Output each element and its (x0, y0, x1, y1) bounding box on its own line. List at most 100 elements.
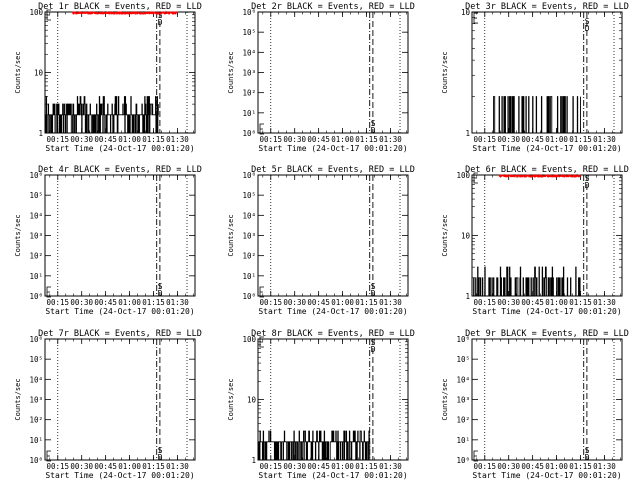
x-tick-label: 00:15 (259, 135, 282, 144)
x-tick-label: 00:30 (70, 298, 93, 307)
y-tick-label: 10³ (242, 232, 256, 241)
y-tick-label: 1 (38, 129, 43, 138)
panel-title: Det 4r BLACK = Events, RED = LLD (38, 165, 202, 175)
y-tick-label: 10⁰ (242, 129, 256, 138)
x-tick-label: 01:30 (379, 298, 402, 307)
y-tick-label: 100 (242, 335, 256, 344)
x-tick-label: 00:30 (497, 462, 520, 471)
marker-s: S (158, 446, 163, 455)
edge-bracket-mark (259, 286, 264, 298)
panel-title: Det 1r BLACK = Events, RED = LLD (38, 2, 202, 12)
plot-frame (257, 174, 409, 297)
x-tick-label: 01:00 (118, 462, 141, 471)
y-tick-label: 10⁶ (242, 171, 256, 180)
edge-bracket-mark (259, 336, 264, 348)
y-tick-label: 10³ (29, 232, 43, 241)
x-tick-label: 01:00 (118, 135, 141, 144)
y-tick-label: 10³ (456, 396, 470, 405)
y-tick-label: 10³ (242, 69, 256, 78)
x-tick-label: 00:15 (46, 135, 69, 144)
marker-s: S (371, 119, 376, 128)
y-tick-label: 10⁵ (242, 191, 256, 200)
x-tick-label: 01:00 (545, 298, 568, 307)
y-tick-label: 10⁶ (29, 335, 43, 344)
edge-bracket-mark (473, 450, 478, 462)
marker-d: D (158, 453, 163, 462)
panel-title: Det 7r BLACK = Events, RED = LLD (38, 329, 202, 339)
x-tick-label: 00:45 (94, 298, 117, 307)
y-axis-label: Counts/sec (441, 51, 449, 93)
events-trace (472, 266, 584, 297)
x-axis-label: Start Time (24-Oct-17 00:01:20) (258, 471, 407, 480)
y-tick-label: 10¹ (29, 436, 43, 445)
edge-bracket-mark (473, 172, 478, 184)
y-axis-label: Counts/sec (227, 51, 235, 93)
panel-title: Det 5r BLACK = Events, RED = LLD (251, 165, 415, 175)
y-tick-label: 10⁵ (456, 355, 470, 364)
x-tick-label: 01:00 (545, 135, 568, 144)
y-tick-label: 10³ (29, 396, 43, 405)
x-tick-label: 00:45 (521, 298, 544, 307)
y-tick-label: 10⁰ (242, 292, 256, 301)
y-tick-label: 10¹ (242, 272, 256, 281)
x-tick-label: 00:30 (70, 462, 93, 471)
x-tick-label: 00:30 (497, 298, 520, 307)
y-tick-label: 10 (247, 396, 257, 405)
y-tick-label: 100 (456, 171, 470, 180)
x-tick-label: 00:30 (283, 298, 306, 307)
marker-d: D (158, 18, 163, 27)
plot-frame (257, 11, 409, 134)
panel-4: Det 4r BLACK = Events, RED = LLD Counts/s… (14, 165, 202, 316)
events-trace (492, 96, 581, 134)
x-tick-label: 00:30 (497, 135, 520, 144)
marker-d: D (585, 453, 590, 462)
x-tick-label: 01:00 (331, 298, 354, 307)
panel-2: Det 2r BLACK = Events, RED = LLD Counts/s… (227, 2, 415, 153)
marker-s: S (585, 446, 590, 455)
marker-d: D (585, 24, 590, 33)
y-axis-label: Counts/sec (14, 214, 22, 256)
y-tick-label: 10⁰ (456, 456, 470, 465)
x-axis-label: Start Time (24-Oct-17 00:01:20) (258, 307, 407, 316)
x-axis-label: Start Time (24-Oct-17 00:01:20) (472, 471, 621, 480)
y-tick-label: 1 (251, 456, 256, 465)
plot-frame (44, 174, 196, 297)
marker-d: D (585, 181, 590, 190)
marker-d: D (158, 289, 163, 298)
marker-d: D (371, 345, 376, 354)
panel-title: Det 3r BLACK = Events, RED = LLD (465, 2, 629, 12)
y-tick-label: 10² (29, 416, 43, 425)
edge-bracket-mark (46, 450, 51, 462)
events-trace (44, 96, 159, 134)
y-axis-label: Counts/sec (227, 378, 235, 420)
y-tick-label: 10⁵ (242, 28, 256, 37)
x-axis-label: Start Time (24-Oct-17 00:01:20) (45, 307, 194, 316)
x-tick-label: 00:15 (473, 298, 496, 307)
x-tick-label: 00:15 (473, 462, 496, 471)
x-tick-label: 00:45 (307, 135, 330, 144)
panel-9: Det 9r BLACK = Events, RED = LLD Counts/s… (441, 329, 629, 480)
x-tick-label: 01:00 (545, 462, 568, 471)
panel-title: Det 6r BLACK = Events, RED = LLD (465, 165, 629, 175)
marker-s: S (585, 174, 590, 183)
x-tick-label: 01:30 (593, 135, 616, 144)
panel-3: Det 3r BLACK = Events, RED = LLD Counts/s… (441, 2, 629, 153)
marker-s: S (158, 282, 163, 291)
y-tick-label: 10² (242, 89, 256, 98)
x-tick-label: 01:30 (166, 462, 189, 471)
x-tick-label: 01:15 (142, 135, 165, 144)
x-axis-label: Start Time (24-Oct-17 00:01:20) (45, 471, 194, 480)
y-axis-label: Counts/sec (441, 214, 449, 256)
y-tick-label: 10⁴ (29, 211, 43, 220)
y-tick-label: 10² (29, 252, 43, 261)
x-tick-label: 01:15 (569, 298, 592, 307)
y-tick-label: 10² (456, 416, 470, 425)
y-axis-label: Counts/sec (441, 378, 449, 420)
x-tick-label: 01:15 (142, 462, 165, 471)
y-axis-label: Counts/sec (14, 51, 22, 93)
x-tick-label: 01:30 (166, 298, 189, 307)
y-tick-label: 10¹ (29, 272, 43, 281)
y-tick-label: 10⁴ (29, 375, 43, 384)
x-tick-label: 01:00 (331, 135, 354, 144)
